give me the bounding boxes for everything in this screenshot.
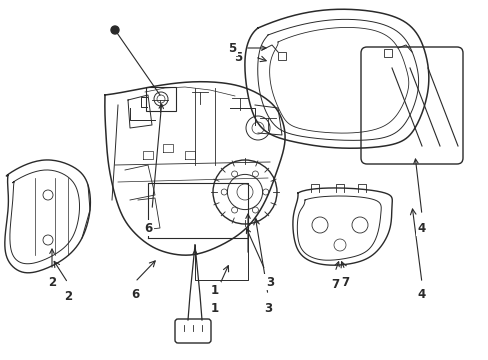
Text: 3: 3 [264, 302, 271, 315]
Text: 4: 4 [417, 288, 425, 302]
Text: 1: 1 [210, 284, 219, 297]
Text: 4: 4 [417, 221, 425, 234]
Text: 5: 5 [233, 50, 242, 63]
Text: 2: 2 [48, 275, 56, 288]
Text: 5: 5 [227, 41, 236, 54]
Text: 7: 7 [340, 275, 348, 288]
Text: 6: 6 [131, 288, 139, 302]
Text: 6: 6 [143, 221, 152, 234]
Text: 2: 2 [64, 289, 72, 302]
Text: 3: 3 [265, 275, 273, 288]
Circle shape [111, 26, 119, 34]
Text: 1: 1 [210, 302, 219, 315]
Text: 7: 7 [330, 278, 338, 291]
